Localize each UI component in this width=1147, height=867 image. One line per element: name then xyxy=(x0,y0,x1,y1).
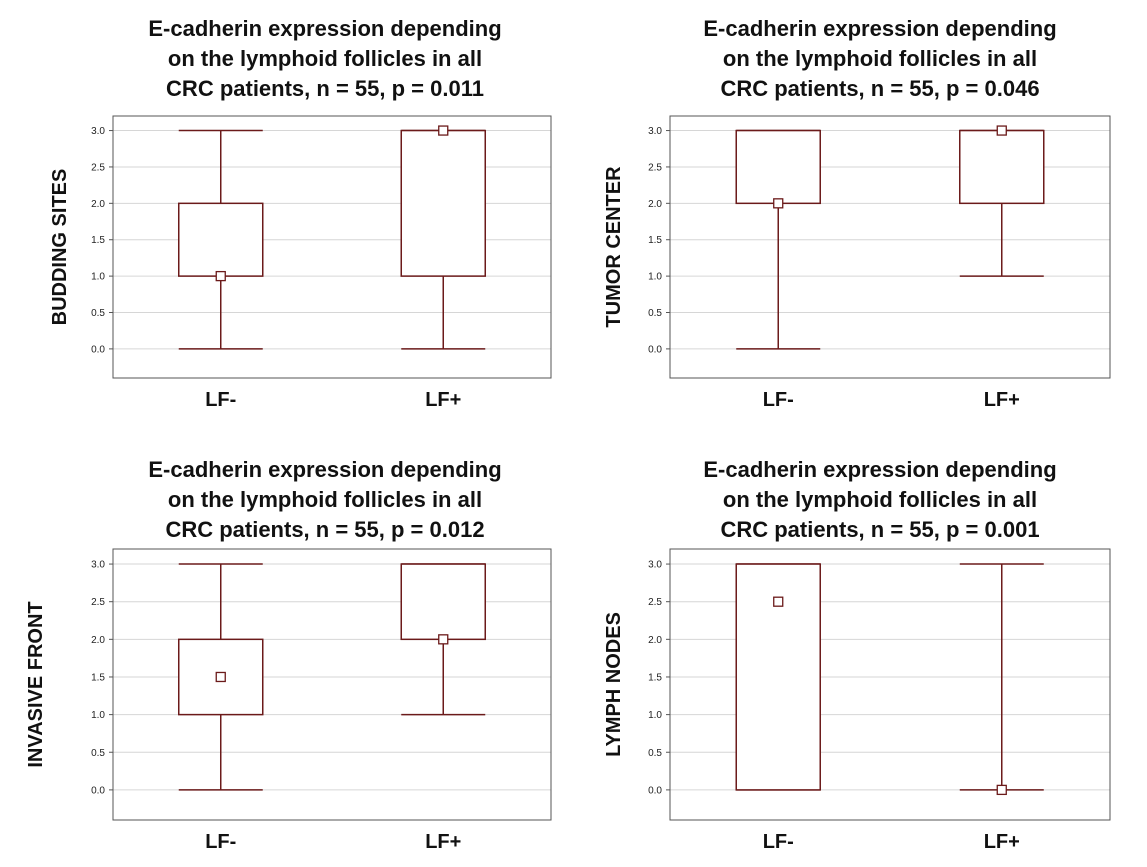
x-category-label: LF+ xyxy=(984,389,1020,411)
x-category-label: LF- xyxy=(763,389,794,411)
x-category-label: LF+ xyxy=(425,389,461,411)
box-rect xyxy=(735,129,821,205)
median-marker xyxy=(773,596,784,607)
median-marker xyxy=(215,671,226,683)
y-tick-label: 2.5 xyxy=(91,162,105,173)
chart-title-line: CRC patients, n = 55, p = 0.012 xyxy=(165,517,484,542)
y-tick-label: 0.5 xyxy=(91,748,105,759)
y-tick-label: 0.5 xyxy=(648,308,662,319)
chart-title-line: on the lymphoid follicles in all xyxy=(168,46,482,71)
y-axis-label: LYMPH NODES xyxy=(603,612,625,757)
x-category-label: LF- xyxy=(205,831,236,853)
median-marker xyxy=(996,784,1007,796)
box-LF- xyxy=(735,129,821,350)
x-category-label: LF- xyxy=(205,389,236,411)
plot-frame xyxy=(669,115,1111,379)
median-marker xyxy=(215,270,226,282)
box-rect xyxy=(177,202,264,277)
chart-title-line: on the lymphoid follicles in all xyxy=(723,487,1037,512)
chart-panel-1: E-cadherin expression depending on the ly… xyxy=(49,16,552,411)
y-tick-label: 1.5 xyxy=(648,235,662,246)
y-tick-label: 1.5 xyxy=(91,235,105,246)
y-tick-label: 2.0 xyxy=(91,635,105,646)
y-tick-label: 2.5 xyxy=(91,597,105,608)
median-marker xyxy=(773,198,784,209)
x-category-label: LF- xyxy=(763,831,794,853)
y-tick-label: 1.5 xyxy=(648,672,662,683)
y-axis-label: TUMOR CENTER xyxy=(603,166,625,328)
box-rect xyxy=(400,129,487,277)
y-tick-label: 0.0 xyxy=(648,344,662,355)
plot-frame xyxy=(112,548,552,821)
box-LF+ xyxy=(959,125,1045,277)
y-tick-label: 2.5 xyxy=(648,162,662,173)
y-tick-label: 2.5 xyxy=(648,597,662,608)
median-marker xyxy=(996,125,1007,136)
box-LF+ xyxy=(400,125,487,350)
box-LF+ xyxy=(400,563,487,716)
y-tick-label: 2.0 xyxy=(648,199,662,210)
chart-title-line: CRC patients, n = 55, p = 0.001 xyxy=(720,517,1039,542)
y-tick-label: 1.0 xyxy=(91,272,105,283)
y-tick-label: 1.0 xyxy=(91,710,105,721)
y-tick-label: 0.0 xyxy=(648,785,662,796)
y-axis-label: BUDDING SITES xyxy=(49,169,71,326)
box-LF- xyxy=(177,129,264,350)
plot-frame xyxy=(669,548,1111,821)
y-tick-label: 0.5 xyxy=(91,308,105,319)
y-tick-label: 3.0 xyxy=(648,560,662,571)
y-axis-label: INVASIVE FRONT xyxy=(25,601,47,767)
chart-title-line: E-cadherin expression depending xyxy=(703,16,1056,41)
y-tick-label: 3.0 xyxy=(648,126,662,137)
plot-frame xyxy=(112,115,552,379)
chart-title-line: on the lymphoid follicles in all xyxy=(723,46,1037,71)
box-LF- xyxy=(735,563,821,791)
chart-title-line: E-cadherin expression depending xyxy=(148,457,501,482)
box-rect xyxy=(959,129,1045,205)
y-tick-label: 0.0 xyxy=(91,344,105,355)
chart-panel-2: E-cadherin expression depending on the ly… xyxy=(603,16,1111,411)
y-tick-label: 3.0 xyxy=(91,560,105,571)
y-tick-label: 2.0 xyxy=(648,635,662,646)
y-tick-label: 0.0 xyxy=(91,785,105,796)
chart-title-line: CRC patients, n = 55, p = 0.046 xyxy=(720,76,1039,101)
x-category-label: LF+ xyxy=(984,831,1020,853)
y-tick-label: 0.5 xyxy=(648,748,662,759)
y-tick-label: 2.0 xyxy=(91,199,105,210)
chart-title-line: E-cadherin expression depending xyxy=(148,16,501,41)
y-tick-label: 3.0 xyxy=(91,126,105,137)
box-rect xyxy=(400,563,487,641)
median-marker xyxy=(438,634,449,645)
chart-title-line: CRC patients, n = 55, p = 0.011 xyxy=(166,76,484,101)
median-marker xyxy=(438,125,449,136)
y-tick-label: 1.0 xyxy=(648,272,662,283)
chart-panel-4: E-cadherin expression depending on the ly… xyxy=(603,457,1111,853)
y-tick-label: 1.5 xyxy=(91,672,105,683)
chart-title-line: E-cadherin expression depending xyxy=(703,457,1056,482)
chart-panel-3: E-cadherin expression depending on the ly… xyxy=(25,457,552,853)
chart-title-line: on the lymphoid follicles in all xyxy=(168,487,482,512)
box-LF- xyxy=(177,563,264,791)
y-tick-label: 1.0 xyxy=(648,710,662,721)
x-category-label: LF+ xyxy=(425,831,461,853)
box-LF+ xyxy=(959,563,1044,796)
